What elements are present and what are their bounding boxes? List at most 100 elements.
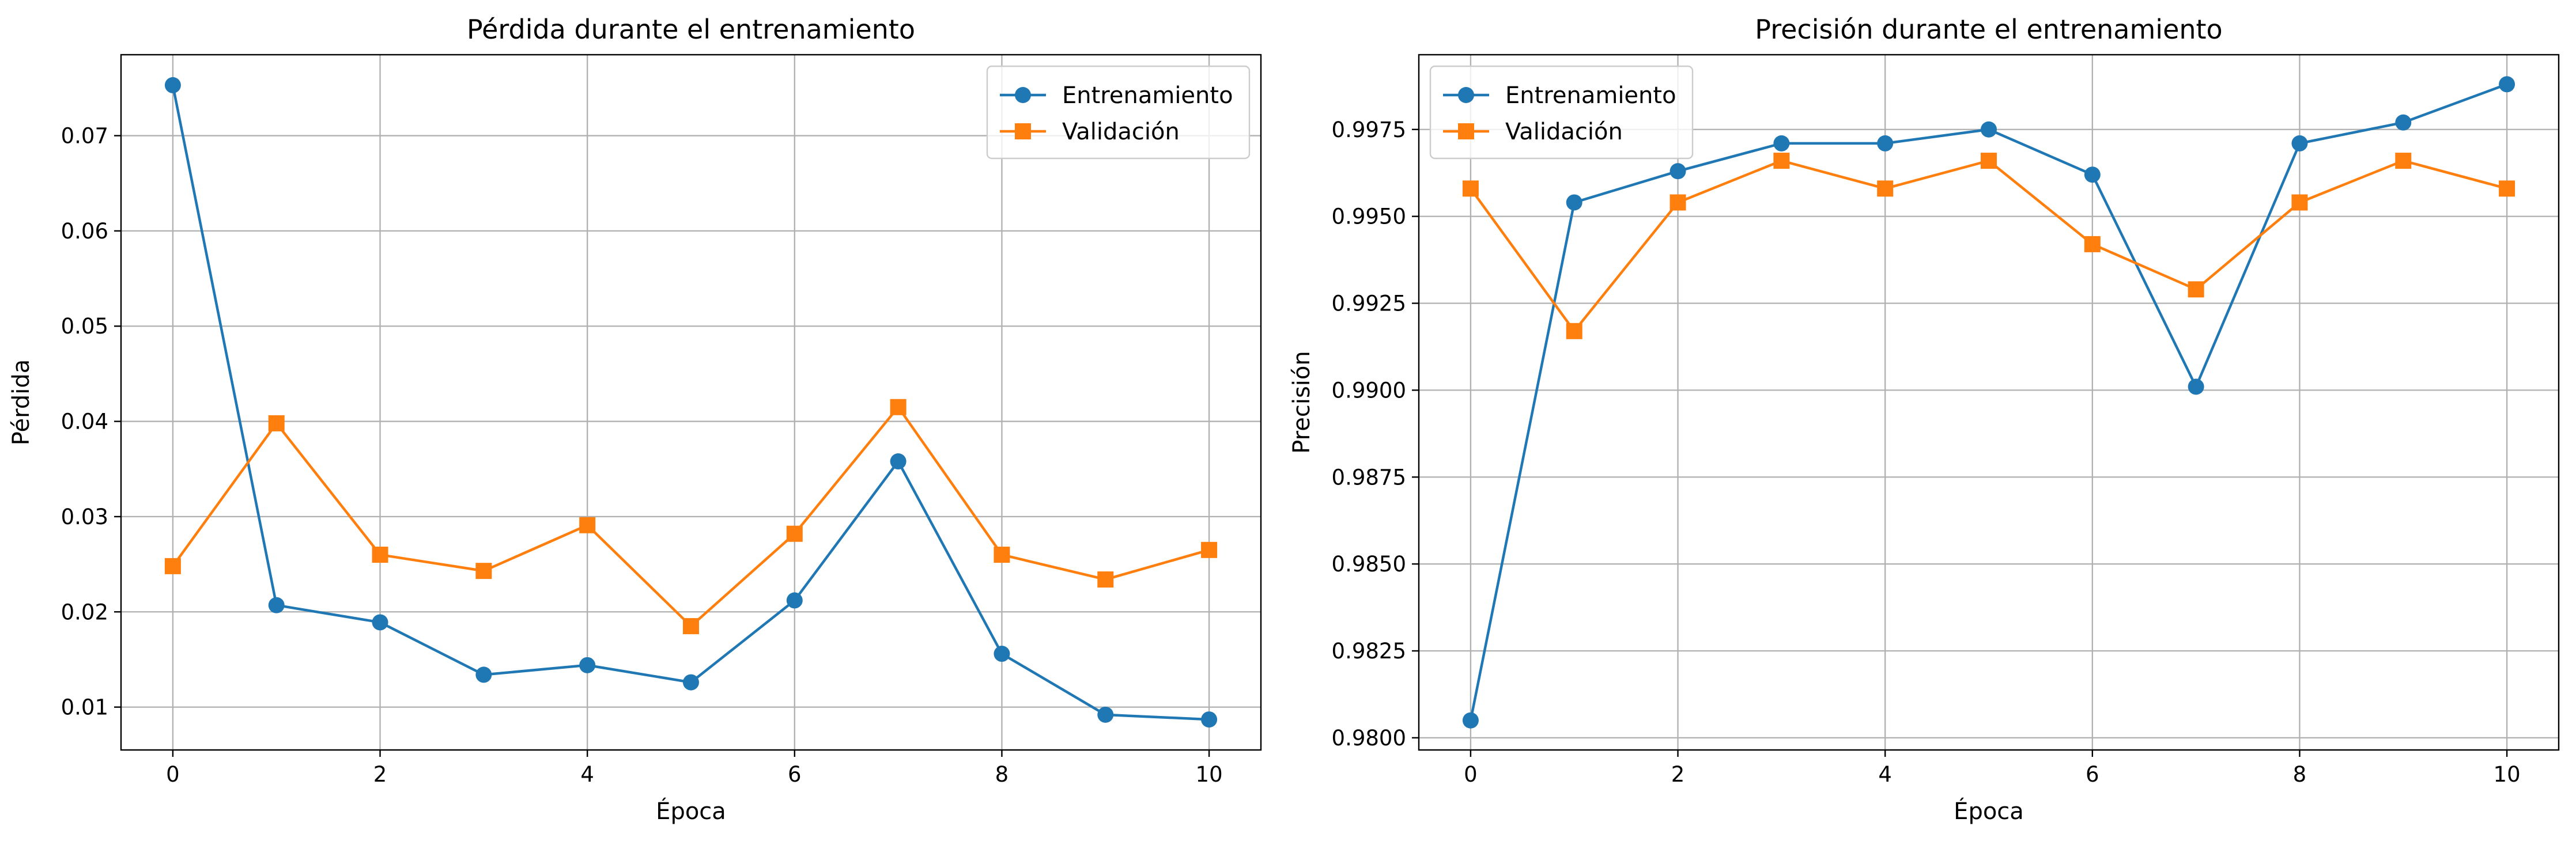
x-tick-label: 0 bbox=[1464, 762, 1478, 787]
data-point bbox=[2291, 135, 2308, 151]
loss-y-axis-label: Pérdida bbox=[8, 359, 35, 445]
data-point bbox=[1773, 135, 1790, 151]
y-tick-label: 0.9975 bbox=[1332, 118, 1406, 142]
x-tick-label: 0 bbox=[166, 762, 180, 787]
legend-label: Validación bbox=[1062, 119, 1180, 145]
data-point bbox=[579, 517, 596, 533]
y-tick-label: 0.9825 bbox=[1332, 639, 1406, 664]
data-point bbox=[2084, 166, 2101, 183]
accuracy-chart-title: Precisión durante el entrenamiento bbox=[1755, 14, 2222, 45]
accuracy-grid bbox=[1419, 55, 2559, 750]
x-tick-label: 4 bbox=[1878, 762, 1892, 787]
data-point bbox=[1201, 711, 1218, 728]
data-point bbox=[1877, 135, 1894, 151]
y-tick-label: 0.9850 bbox=[1332, 552, 1406, 577]
legend-marker bbox=[1015, 123, 1031, 139]
accuracy-x-axis-label: Época bbox=[1954, 797, 2024, 825]
legend-label: Entrenamiento bbox=[1505, 82, 1676, 109]
y-tick-label: 0.02 bbox=[61, 600, 108, 624]
y-tick-label: 0.9900 bbox=[1332, 378, 1406, 403]
legend-box bbox=[986, 65, 1251, 160]
y-tick-label: 0.07 bbox=[61, 124, 108, 149]
accuracy-y-axis-label: Precisión bbox=[1289, 351, 1315, 453]
data-point bbox=[683, 674, 699, 691]
data-point bbox=[2499, 180, 2515, 197]
y-tick-label: 0.9800 bbox=[1332, 726, 1406, 751]
data-point bbox=[2395, 114, 2412, 131]
series-line bbox=[1469, 83, 2507, 721]
loss-x-axis-label: Época bbox=[656, 797, 726, 825]
data-point bbox=[475, 563, 492, 579]
accuracy-chart: 0 2 4 6 8 10 0.9800 0.9825 0.9850 0.9875 0.9900 0.9… bbox=[1289, 14, 2560, 825]
data-point bbox=[1670, 163, 1686, 180]
y-tick-label: 0.9950 bbox=[1332, 204, 1406, 229]
data-point bbox=[268, 597, 285, 613]
data-point bbox=[1462, 712, 1479, 729]
loss-legend: Entrenamiento Validación bbox=[986, 65, 1251, 160]
x-tick-label: 8 bbox=[2293, 762, 2307, 787]
series-validacion bbox=[1462, 153, 2515, 339]
x-tick-label: 2 bbox=[1671, 762, 1685, 787]
data-point bbox=[268, 415, 285, 431]
data-point bbox=[1981, 121, 1997, 138]
series-entrenamiento bbox=[1462, 76, 2515, 729]
x-tick-label: 8 bbox=[995, 762, 1009, 787]
data-point bbox=[1981, 153, 1997, 169]
data-point bbox=[2188, 378, 2204, 395]
data-point bbox=[2291, 194, 2308, 211]
data-point bbox=[2395, 153, 2412, 169]
y-tick-label: 0.06 bbox=[61, 219, 108, 244]
data-point bbox=[890, 399, 906, 415]
data-point bbox=[1773, 153, 1790, 169]
data-point bbox=[786, 592, 803, 609]
data-point bbox=[683, 618, 699, 635]
x-tick-label: 2 bbox=[373, 762, 387, 787]
y-tick-label: 0.01 bbox=[61, 695, 108, 720]
data-point bbox=[1566, 323, 1582, 339]
x-tick-label: 10 bbox=[2494, 762, 2521, 787]
data-point bbox=[164, 77, 181, 93]
y-tick-label: 0.03 bbox=[61, 505, 108, 529]
data-point bbox=[164, 558, 181, 574]
accuracy-axes-frame bbox=[1418, 54, 2560, 751]
legend-marker bbox=[1015, 87, 1031, 103]
x-tick-label: 10 bbox=[1196, 762, 1223, 787]
series-entrenamiento bbox=[164, 77, 1218, 728]
data-point bbox=[1566, 194, 1582, 211]
y-tick-label: 0.9925 bbox=[1332, 291, 1406, 316]
data-point bbox=[994, 547, 1010, 563]
accuracy-legend: Entrenamiento Validación bbox=[1429, 65, 1694, 160]
legend-label: Entrenamiento bbox=[1062, 82, 1233, 109]
loss-chart-title: Pérdida durante el entrenamiento bbox=[467, 14, 915, 45]
y-tick-label: 0.04 bbox=[61, 410, 108, 434]
data-point bbox=[786, 525, 803, 542]
y-tick-label: 0.9875 bbox=[1332, 465, 1406, 490]
x-tick-label: 6 bbox=[788, 762, 802, 787]
data-point bbox=[372, 547, 388, 563]
data-point bbox=[1877, 180, 1894, 197]
legend-label: Validación bbox=[1505, 119, 1623, 145]
legend-box bbox=[1429, 65, 1694, 160]
loss-chart: 0 2 4 6 8 10 0.01 0.02 0.03 0.04 0.05 0.06 0.07 Pérdi… bbox=[8, 14, 1262, 825]
y-tick-label: 0.05 bbox=[61, 314, 108, 339]
data-point bbox=[372, 614, 388, 631]
legend-marker bbox=[1458, 123, 1474, 139]
data-point bbox=[1097, 706, 1114, 723]
data-point bbox=[2188, 281, 2204, 298]
data-point bbox=[994, 646, 1010, 662]
x-tick-label: 4 bbox=[580, 762, 594, 787]
data-point bbox=[475, 666, 492, 683]
series-validacion bbox=[164, 399, 1218, 635]
data-point bbox=[1201, 541, 1218, 558]
legend-marker bbox=[1458, 87, 1474, 103]
data-point bbox=[579, 657, 596, 673]
data-point bbox=[1097, 571, 1114, 588]
data-point bbox=[2084, 236, 2101, 252]
x-tick-label: 6 bbox=[2086, 762, 2099, 787]
data-point bbox=[2499, 76, 2515, 93]
data-point bbox=[1462, 180, 1479, 197]
data-point bbox=[1670, 194, 1686, 211]
data-point bbox=[890, 453, 906, 470]
loss-axes-frame bbox=[120, 54, 1262, 751]
